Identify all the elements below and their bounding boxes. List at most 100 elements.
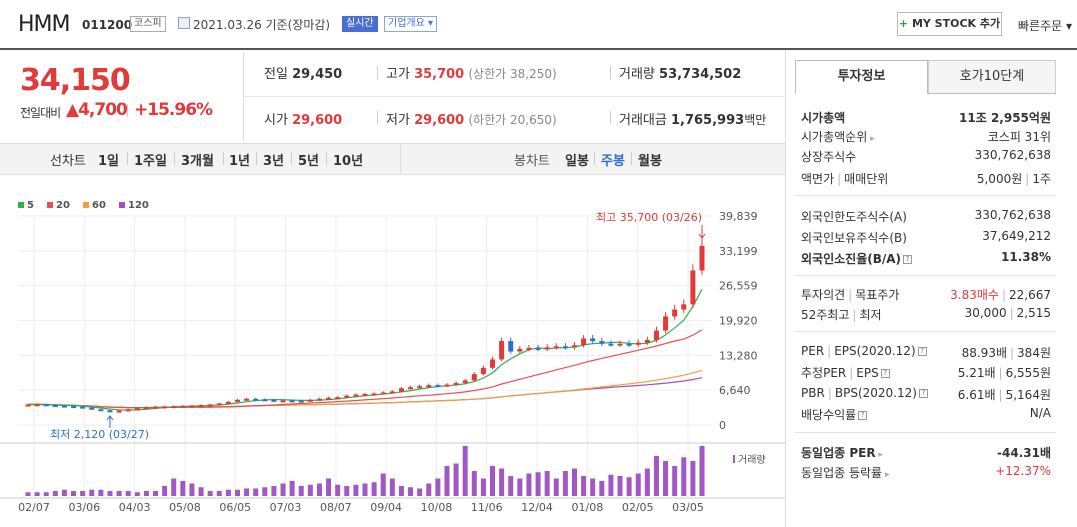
tab-invest-info[interactable]: 투자정보 [795,60,928,94]
volume-bar [25,492,31,496]
volume-bar [626,477,632,496]
quick-order-button[interactable]: 빠른주문 ▾ [1018,19,1072,33]
moving-average-lines [27,289,703,411]
candle-week[interactable]: 주봉 [601,154,625,169]
shares-value: 330,762,638 [974,148,1051,162]
legend-swatch [47,202,53,208]
period-3y[interactable]: 3년 [263,154,285,169]
candle-month[interactable]: 월봉 [638,154,662,169]
volume-bar [508,476,514,496]
candle-body [635,342,641,345]
period-1w[interactable]: 1주일 [134,154,167,169]
y-tick-label: 13,280 [719,349,758,362]
high-arrow-icon [698,225,706,239]
candle-body [517,348,523,352]
chart-annotations: 최고 35,700 (03/26) 최저 2,120 (03/27) [50,211,706,441]
volume-bar [499,468,505,496]
dividend-label: 배당수익률 [801,408,857,422]
candle-body [180,405,186,408]
market-cap-value: 11조 2,955억원 [959,111,1051,125]
amount-value: 1,765,993 [670,113,745,128]
change-divider [127,104,128,117]
x-tick-label: 03/06 [68,501,100,514]
candle-body [426,385,432,388]
amount-unit: 백만 [744,113,767,127]
tab-orderbook[interactable]: 호가10단계 [928,60,1056,94]
period-3m[interactable]: 3개월 [181,154,214,169]
period-5y[interactable]: 5년 [298,154,320,169]
period-10y[interactable]: 10년 [333,154,364,169]
volume-bar [553,478,559,496]
info-icon[interactable]: ? [880,369,890,378]
w52-low-value: 2,515 [1016,306,1051,320]
volume-field: 거래량 53,734,502 [619,63,741,82]
volume-bar [225,489,231,496]
high-annotation: 최고 35,700 (03/26) [596,211,702,224]
candle-body [553,346,559,349]
company-info-dropdown[interactable]: 기업개요 ▾ [384,16,437,32]
volume-bar [526,473,532,496]
candle-body [244,398,250,401]
per-value: 88.93배 [961,346,1007,360]
candle-body [143,407,149,410]
candle-body [43,404,49,407]
est-per-value: 5.21배 [957,366,996,380]
volume-bar [52,491,58,496]
info-icon[interactable]: ? [903,255,913,264]
volume-bar [71,491,77,496]
candle-body [398,388,404,392]
candle-day[interactable]: 일봉 [565,154,589,169]
volume-bar [234,489,240,496]
volume-bar [262,487,268,496]
realtime-button[interactable]: 실시간 [342,16,378,32]
toolbar-sep [326,152,327,165]
bps-label: BPS(2020.12) [834,386,917,400]
candle-body [435,385,441,388]
x-tick-label: 12/04 [521,501,553,514]
candle-body [262,399,268,402]
par-row: 액면가 | 매매단위 5,000원 | 1주 [801,172,1051,186]
volume-bar [353,484,359,496]
candle-body [663,316,669,331]
target-value: 22,667 [1009,288,1051,302]
volume-bars: 거래량 [25,446,766,496]
info-icon[interactable]: ? [858,411,868,420]
x-axis: 02/07 03/06 04/03 05/08 06/05 07/03 08/07 09/04… [18,501,704,514]
legend-label: 5 [27,200,34,211]
x-tick-label: 07/03 [270,501,302,514]
add-mystock-button[interactable]: + MY STOCK 추가 [897,12,1002,36]
par-value: 5,000원 [976,172,1023,186]
candle-body [52,405,58,408]
w52-low-label: 최저 [859,308,882,322]
trade-unit-label: 매매단위 [844,172,889,186]
volume-bar [43,492,49,496]
low-value: 29,600 [414,113,465,128]
change-label: 전일대비 [20,106,61,120]
candle-body [444,384,450,387]
candle-body [316,398,322,401]
candle-body [644,340,650,343]
volume-bar [435,478,441,496]
info-icon[interactable]: ? [918,389,928,398]
volume-bar [344,486,350,496]
candle-body [499,341,505,360]
x-tick-label: 08/07 [320,501,352,514]
candle-body [626,343,632,346]
field-divider [610,66,611,79]
candle-body [298,400,304,403]
volume-bar [471,471,477,496]
info-icon[interactable]: ? [917,347,927,356]
period-1d[interactable]: 1일 [98,154,120,169]
volume-bar [289,481,295,496]
candle-body [125,409,131,412]
candle-body [162,406,168,409]
volume-bar [571,468,577,496]
volume-bar [417,488,423,496]
period-1y[interactable]: 1년 [229,154,251,169]
eps-value: 384원 [1017,346,1051,360]
volume-bar [453,463,459,496]
volume-bar [80,491,86,496]
foreign-limit-row: 외국인한도주식수(A) 330,762,638 [801,208,1051,227]
volume-bar [298,486,304,496]
candles [25,238,705,413]
